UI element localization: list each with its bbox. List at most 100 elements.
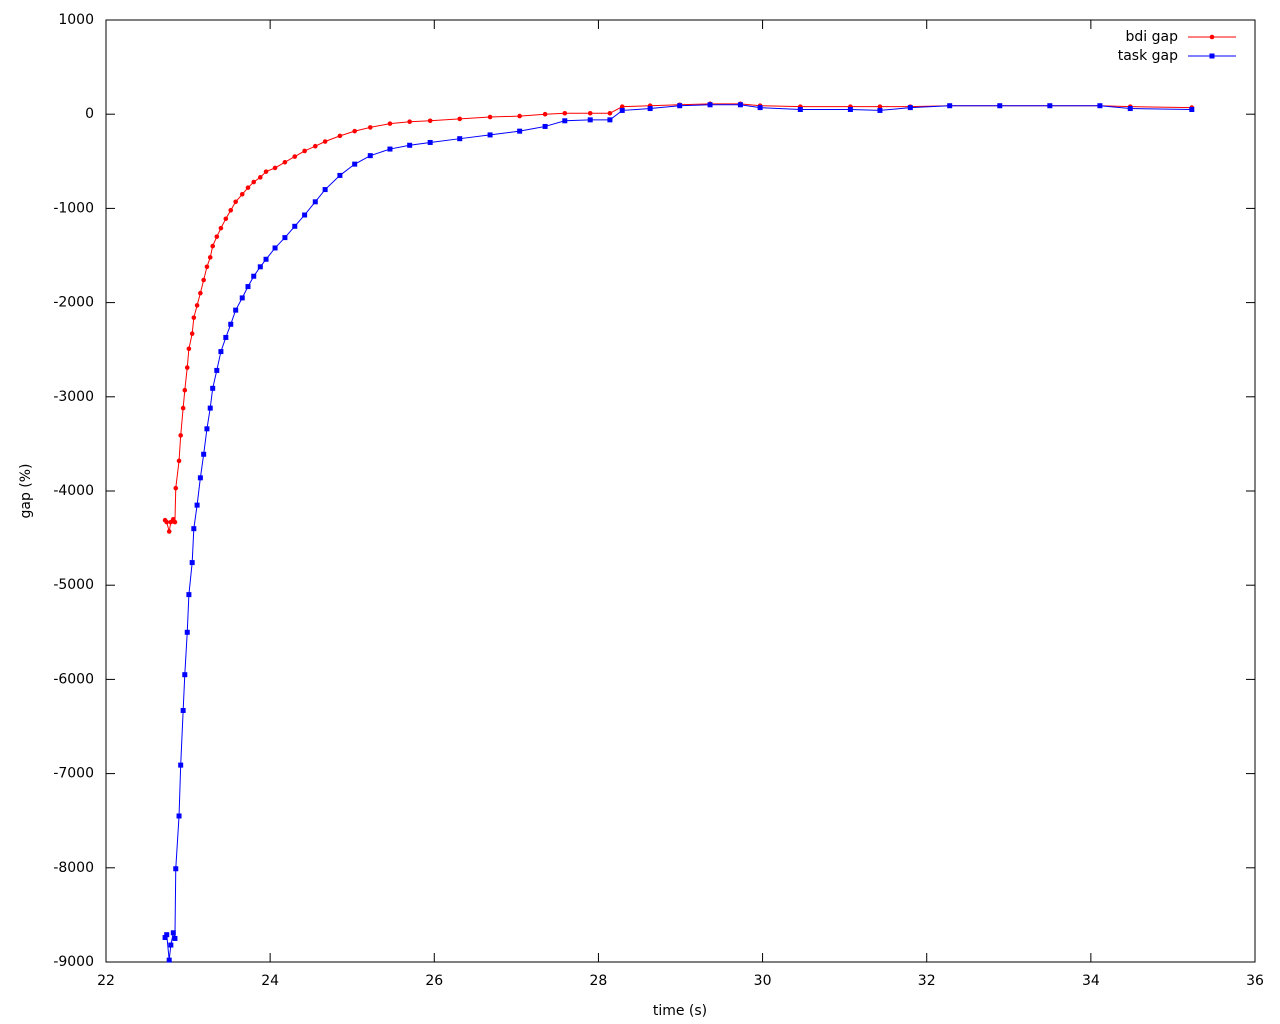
marker: [214, 367, 220, 373]
marker: [189, 331, 195, 336]
marker: [172, 935, 178, 941]
marker: [218, 225, 224, 231]
x-tick-label: 28: [590, 973, 608, 989]
marker: [562, 118, 568, 124]
marker: [607, 117, 613, 123]
marker: [263, 256, 269, 262]
marker: [251, 273, 257, 279]
marker: [245, 284, 251, 290]
marker: [191, 526, 197, 532]
plot-frame: [105, 19, 1256, 963]
marker: [847, 106, 853, 112]
marker: [172, 519, 178, 525]
marker: [387, 146, 393, 152]
marker: [647, 106, 653, 112]
marker: [272, 165, 278, 171]
marker: [312, 143, 318, 149]
marker: [207, 255, 213, 260]
y-tick-label: -8000: [53, 860, 94, 876]
marker: [186, 346, 192, 352]
x-tick-label: 22: [97, 973, 115, 989]
legend-marker: [1209, 53, 1215, 59]
marker: [245, 185, 251, 190]
marker: [282, 159, 288, 165]
marker: [218, 349, 224, 355]
marker: [457, 136, 463, 142]
marker: [178, 762, 184, 768]
y-tick-label: -9000: [53, 954, 94, 970]
marker: [189, 560, 195, 566]
marker: [352, 161, 358, 167]
y-tick-label: -1000: [53, 200, 94, 216]
marker: [210, 385, 216, 391]
marker: [517, 128, 523, 134]
y-tick-label: 0: [85, 106, 94, 122]
marker: [166, 529, 172, 534]
series-line: [164, 103, 1192, 532]
y-tick-label: -2000: [53, 295, 94, 311]
marker: [907, 105, 913, 111]
marker: [182, 672, 188, 678]
x-tick-label: 34: [1082, 973, 1100, 989]
marker: [223, 216, 229, 222]
y-tick-label: -6000: [53, 671, 94, 687]
marker: [204, 426, 210, 432]
y-tick-label: -5000: [53, 577, 94, 593]
marker: [198, 290, 203, 296]
marker: [1047, 103, 1053, 109]
marker: [367, 153, 373, 159]
marker: [407, 119, 412, 125]
marker: [233, 199, 238, 205]
marker: [427, 139, 433, 145]
marker: [197, 475, 203, 481]
marker: [322, 187, 328, 193]
y-tick-label: -4000: [53, 483, 94, 499]
marker: [239, 295, 245, 301]
marker: [180, 707, 186, 713]
y-axis-label: gap (%): [18, 463, 34, 518]
y-tick-label: -7000: [53, 766, 94, 782]
marker: [587, 110, 593, 116]
y-tick-label: -3000: [53, 389, 94, 405]
marker: [239, 191, 245, 197]
marker: [1127, 106, 1133, 112]
marker: [607, 110, 613, 116]
marker: [251, 179, 257, 185]
marker: [877, 107, 883, 113]
marker: [457, 116, 463, 122]
x-tick-label: 32: [918, 973, 936, 989]
marker: [186, 592, 192, 598]
marker: [173, 866, 179, 872]
marker: [337, 172, 343, 178]
marker: [292, 154, 298, 159]
x-tick-label: 30: [754, 973, 772, 989]
x-tick-label: 24: [261, 973, 279, 989]
marker: [184, 365, 190, 370]
marker: [542, 123, 548, 129]
marker: [797, 106, 803, 112]
legend-label: bdi gap: [1126, 29, 1179, 45]
y-tick-label: 1000: [58, 12, 94, 28]
marker: [272, 245, 278, 251]
marker: [168, 942, 174, 948]
marker: [194, 502, 200, 508]
marker: [1189, 106, 1195, 112]
marker: [166, 957, 172, 963]
marker: [677, 103, 683, 109]
marker: [737, 102, 743, 108]
marker: [312, 199, 318, 205]
marker: [562, 110, 568, 116]
marker: [178, 433, 183, 438]
marker: [619, 104, 625, 109]
marker: [180, 405, 186, 411]
marker: [352, 128, 357, 134]
marker: [367, 125, 373, 130]
marker: [757, 105, 763, 111]
x-tick-label: 36: [1246, 973, 1264, 989]
marker: [337, 133, 343, 139]
marker: [184, 629, 190, 635]
legend-marker: [1209, 34, 1215, 40]
marker: [201, 277, 206, 283]
marker: [233, 307, 239, 313]
